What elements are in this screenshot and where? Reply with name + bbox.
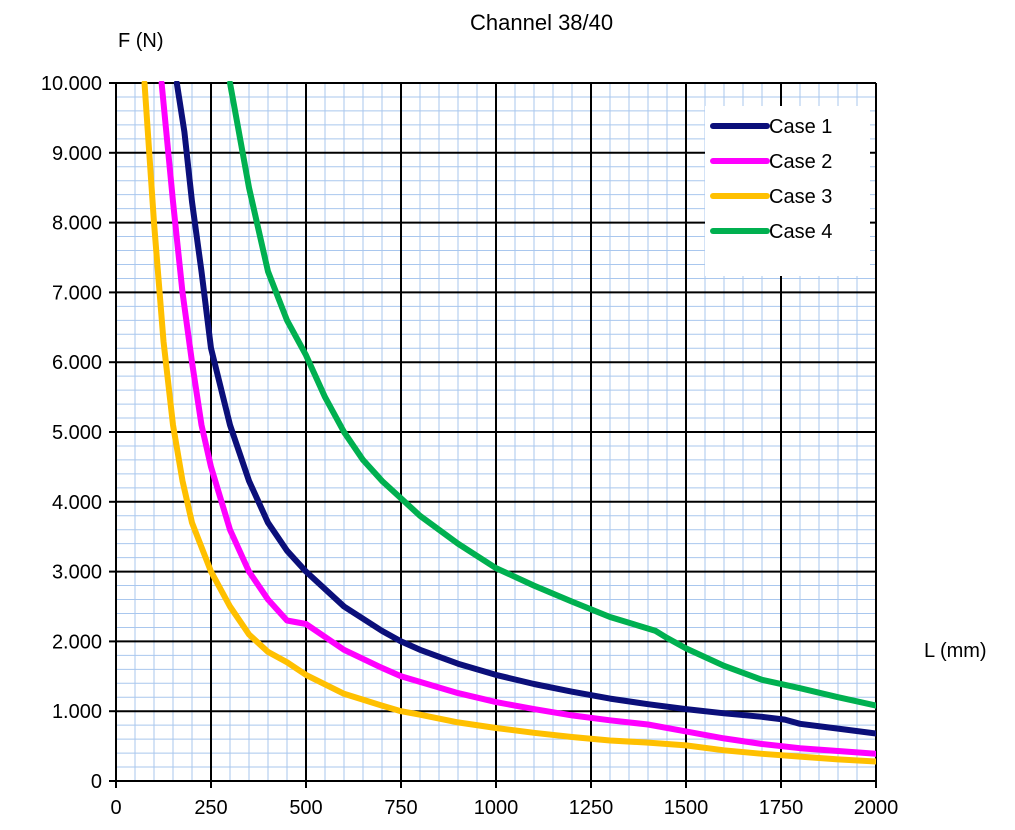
y-tick-label: 5.000 (52, 422, 102, 444)
y-tick-label: 8.000 (52, 213, 102, 235)
series-line-case-1 (173, 81, 876, 737)
y-axis-label: F (N) (118, 30, 164, 52)
y-tick-label: 3.000 (52, 562, 102, 584)
legend-label-case-2: Case 2 (769, 151, 832, 173)
x-tick-label: 1500 (664, 797, 709, 819)
x-tick-label: 500 (289, 797, 322, 819)
legend-label-case-1: Case 1 (769, 116, 832, 138)
tick-labels: 0 1.000 2.000 3.000 4.000 5.000 6.000 7.000 8.00… (41, 73, 898, 819)
legend-label-case-3: Case 3 (769, 186, 832, 208)
legend: Case 1 Case 2 Case 3 Case 4 (705, 106, 870, 276)
x-tick-label: 1000 (474, 797, 519, 819)
series-line-case-3 (141, 81, 876, 765)
y-tick-label: 6.000 (52, 352, 102, 374)
y-tick-label: 4.000 (52, 492, 102, 514)
series-layer (141, 81, 876, 765)
series-line-case-2 (158, 81, 876, 757)
y-tick-label: 0 (91, 771, 102, 793)
x-tick-label: 750 (384, 797, 417, 819)
x-tick-label: 1250 (569, 797, 614, 819)
x-tick-label: 2000 (854, 797, 899, 819)
x-tick-label: 250 (194, 797, 227, 819)
legend-box (705, 106, 870, 276)
chart-title: Channel 38/40 (470, 10, 614, 35)
y-tick-label: 2.000 (52, 631, 102, 653)
x-axis-label: L (mm) (924, 640, 987, 662)
series-line-case-4 (227, 81, 876, 709)
y-tick-label: 1.000 (52, 701, 102, 723)
y-tick-label: 9.000 (52, 143, 102, 165)
axes (109, 82, 877, 788)
x-tick-label: 0 (110, 797, 121, 819)
y-tick-label: 7.000 (52, 282, 102, 304)
legend-label-case-4: Case 4 (769, 221, 832, 243)
x-tick-label: 1750 (759, 797, 804, 819)
y-tick-label: 10.000 (41, 73, 102, 95)
